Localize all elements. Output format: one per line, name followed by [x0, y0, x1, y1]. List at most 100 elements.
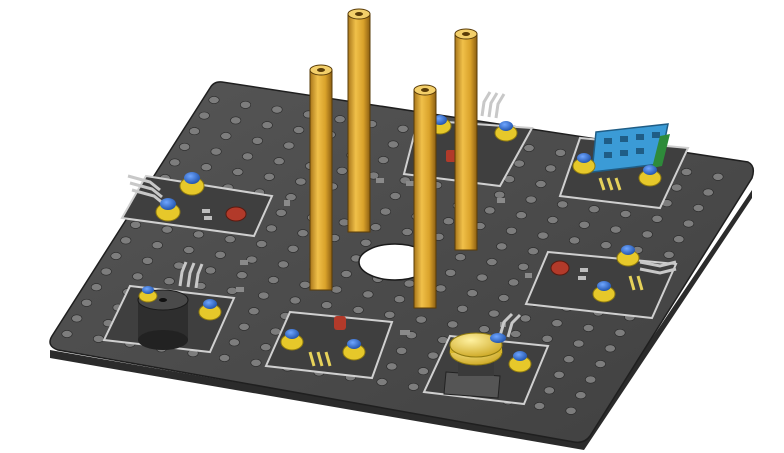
plate-hole	[535, 180, 547, 188]
plate-hole	[554, 148, 566, 157]
plate-hole	[242, 152, 254, 161]
plate-hole	[93, 334, 105, 343]
plate-hole	[515, 211, 527, 220]
plate-hole	[336, 166, 348, 175]
plate-hole	[295, 177, 307, 186]
screw-nut-group	[592, 245, 640, 303]
plate-hole	[620, 210, 632, 218]
header-pins	[598, 177, 622, 191]
plate-hole	[537, 231, 549, 240]
plate-hole	[447, 320, 459, 329]
plate-hole	[61, 330, 73, 338]
plate-hole	[671, 183, 683, 192]
plate-hole	[208, 96, 220, 104]
header-pins	[498, 312, 522, 338]
screw-nut-group	[155, 172, 205, 222]
plate-hole	[712, 172, 724, 181]
plate-hole	[120, 236, 132, 245]
plate-hole	[142, 256, 154, 265]
plate-hole	[293, 126, 305, 134]
plate-hole	[256, 240, 268, 248]
plate-hole	[456, 304, 468, 313]
plate-hole	[513, 159, 525, 168]
plate-hole	[261, 121, 273, 130]
plate-hole	[271, 105, 283, 114]
plate-hole	[90, 283, 102, 292]
sensor-board-dht	[558, 123, 690, 210]
plate-hole	[352, 306, 364, 314]
plate-hole	[220, 132, 232, 140]
plate-hole	[575, 391, 587, 400]
screw-nut-group	[490, 333, 532, 373]
plate-hole	[224, 235, 236, 244]
plate-hole	[486, 258, 498, 266]
sensor-board-left	[120, 172, 274, 238]
ldr-sensor	[550, 260, 570, 276]
plate-hole	[183, 246, 195, 254]
plate-hole	[476, 273, 488, 282]
plate-hole	[386, 362, 398, 371]
plate-hole	[541, 334, 553, 343]
plate-hole	[130, 220, 142, 229]
plate-hole	[100, 267, 112, 276]
ldr-sensor	[225, 206, 247, 222]
plate-hole	[299, 280, 311, 289]
plate-hole	[232, 168, 244, 176]
header-pins	[480, 91, 506, 119]
header-pins	[127, 174, 165, 206]
plate-hole	[588, 205, 600, 214]
plate-hole	[273, 157, 285, 166]
plate-hole	[285, 193, 297, 202]
plate-hole	[466, 289, 478, 298]
plate-hole	[519, 314, 531, 323]
plate-hole	[543, 386, 555, 395]
standoff	[454, 28, 478, 251]
plate-hole	[557, 200, 569, 209]
plate-hole	[238, 322, 250, 331]
plate-hole	[604, 344, 616, 353]
plate-hole	[236, 271, 248, 280]
plate-hole	[565, 406, 577, 415]
plate-hole	[163, 277, 175, 286]
plate-hole	[527, 247, 539, 256]
plate-hole	[585, 375, 597, 384]
plate-hole	[258, 291, 270, 300]
plate-hole	[614, 328, 626, 337]
plate-hole	[179, 142, 191, 151]
plate-hole	[505, 226, 517, 235]
plate-hole	[283, 141, 295, 150]
plate-hole	[389, 192, 401, 200]
plate-hole	[169, 158, 181, 167]
plate-hole	[523, 144, 535, 152]
plate-hole	[573, 339, 585, 348]
header-pins	[178, 261, 204, 289]
plate-hole	[484, 206, 496, 215]
plate-hole	[240, 100, 252, 109]
plate-hole	[673, 235, 685, 244]
plate-hole	[533, 402, 545, 410]
plate-hole	[692, 204, 704, 212]
plate-hole	[600, 241, 612, 250]
header-pins	[639, 260, 677, 275]
plate-hole	[442, 217, 454, 226]
plate-hole	[193, 230, 205, 239]
sensor-board-bottom-center	[264, 310, 394, 380]
plate-hole	[251, 136, 263, 145]
plate-hole	[478, 325, 490, 334]
plate-hole	[260, 343, 272, 352]
plate-hole	[578, 220, 590, 229]
plate-hole	[214, 250, 226, 259]
dht-sensor	[591, 123, 670, 173]
plate-hole	[250, 358, 262, 367]
plate-hole	[248, 307, 260, 316]
standoff	[413, 84, 437, 309]
plate-hole	[568, 236, 580, 245]
plate-hole	[407, 382, 419, 391]
plate-hole	[651, 214, 663, 223]
plate-hole	[525, 195, 537, 204]
plate-hole	[510, 330, 522, 338]
plate-hole	[582, 324, 594, 332]
push-button	[443, 332, 503, 399]
plate-hole	[334, 115, 346, 124]
